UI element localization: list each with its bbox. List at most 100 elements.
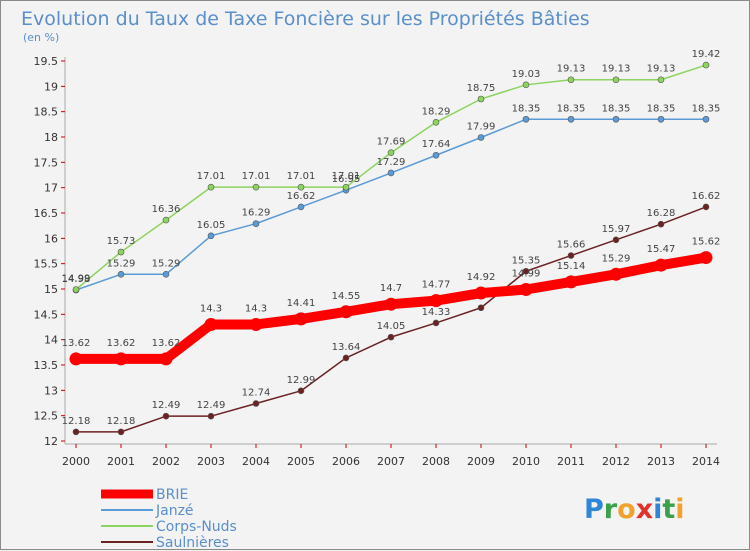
x-tick-label: 2013 [647, 455, 675, 468]
data-label: 19.03 [512, 69, 541, 80]
data-label: 14.55 [332, 291, 361, 302]
data-point [432, 119, 440, 126]
x-tick-labels: 2000 2001 2002 2003 2004 2005 2006 2007 2008 2009… [62, 444, 720, 468]
data-point [519, 283, 533, 297]
data-point [252, 400, 260, 407]
data-point [657, 115, 665, 123]
data-point [69, 352, 83, 366]
legend-label: Janzé [155, 503, 194, 519]
data-point [207, 232, 215, 240]
data-label: 18.35 [557, 103, 586, 114]
x-tick-label: 2008 [422, 455, 450, 468]
data-label: 12.74 [242, 388, 271, 399]
data-point [117, 248, 125, 256]
data-point [162, 271, 170, 278]
data-point [342, 183, 350, 191]
data-label: 15.62 [692, 237, 721, 248]
data-label: 14.33 [422, 307, 451, 318]
y-tick-label: 13 [44, 384, 58, 397]
data-label: 12.99 [287, 375, 316, 386]
x-tick-label: 2010 [512, 455, 540, 468]
x-tick-label: 2006 [332, 455, 360, 468]
data-point [702, 115, 710, 123]
data-point [297, 387, 305, 395]
data-label: 14.99 [512, 269, 541, 280]
data-point [477, 95, 485, 103]
data-label: 18.75 [467, 83, 496, 94]
data-label: 15.35 [512, 255, 541, 266]
data-point [657, 76, 665, 84]
data-point [699, 251, 713, 265]
data-point [477, 134, 485, 141]
y-tick-label: 13.5 [34, 359, 59, 372]
x-tick-label: 2007 [377, 455, 405, 468]
data-point [477, 304, 485, 312]
data-point [72, 286, 80, 293]
data-label: 15.47 [647, 244, 676, 255]
data-label: 14.99 [62, 274, 91, 285]
legend-label: BRIE [156, 487, 188, 503]
data-point [252, 220, 260, 227]
data-label: 17.01 [287, 171, 316, 182]
y-tick-label: 16.5 [34, 207, 59, 220]
data-point [612, 76, 620, 84]
data-label: 18.35 [602, 103, 631, 114]
y-tick-label: 19 [44, 80, 58, 93]
data-label: 17.01 [242, 171, 271, 182]
data-label: 19.13 [647, 64, 676, 75]
data-point [654, 258, 668, 272]
data-label: 17.64 [422, 139, 451, 150]
data-label: 13.64 [332, 342, 361, 353]
data-point [567, 115, 575, 123]
data-point [429, 294, 443, 308]
legend-label: Corps-Nuds [156, 519, 237, 535]
data-label: 17.69 [377, 137, 406, 148]
data-point [114, 352, 128, 366]
data-label: 14.98 [62, 274, 91, 285]
data-label: 14.7 [380, 283, 402, 294]
data-label: 13.62 [152, 338, 181, 349]
y-tick-label: 14 [44, 334, 58, 347]
data-label: 19.13 [602, 64, 631, 75]
y-tick-label: 19.5 [34, 55, 59, 68]
x-tick-label: 2014 [692, 455, 720, 468]
data-label: 15.73 [107, 236, 136, 247]
y-tick-label: 18 [44, 131, 58, 144]
data-point [567, 252, 575, 259]
data-label: 13.62 [62, 338, 91, 349]
y-tick-label: 12 [44, 435, 58, 448]
data-label: 14.3 [245, 303, 267, 314]
x-tick-label: 2012 [602, 455, 630, 468]
data-label: 15.66 [557, 240, 586, 251]
data-label: 17.01 [197, 171, 226, 182]
data-point [612, 236, 620, 244]
data-label: 17.99 [467, 122, 496, 133]
data-point [432, 151, 440, 159]
data-point [474, 286, 488, 300]
data-label: 15.97 [602, 224, 631, 235]
data-label: 16.29 [242, 208, 271, 219]
x-tick-label: 2011 [557, 455, 585, 468]
data-labels: 13.62 13.62 13.62 14.3 14.3 14.41 14.55 14.7 14.… [62, 49, 721, 427]
data-point [612, 115, 620, 123]
proxiti-logo: Proxiti [584, 494, 685, 525]
series-layer [69, 61, 713, 436]
x-tick-label: 2005 [287, 455, 315, 468]
data-point [249, 317, 263, 331]
data-point [522, 267, 530, 275]
y-tick-label: 12.5 [34, 410, 59, 423]
y-tick-label: 17.5 [34, 156, 59, 169]
data-label: 19.42 [692, 49, 721, 60]
y-tick-labels: 12 12.5 13 13.5 14 14.5 15 15.5 16 16.5 17 17.5 18 18… [34, 55, 65, 448]
data-label: 12.18 [107, 416, 136, 427]
y-tick-label: 16 [44, 232, 58, 245]
y-tick-label: 15.5 [34, 258, 59, 271]
data-point [162, 216, 170, 224]
data-label: 12.49 [197, 400, 226, 411]
data-point [609, 267, 623, 281]
data-point [387, 149, 395, 157]
data-point [72, 428, 80, 436]
chart-title: Evolution du Taux de Taxe Foncière sur l… [21, 8, 590, 30]
